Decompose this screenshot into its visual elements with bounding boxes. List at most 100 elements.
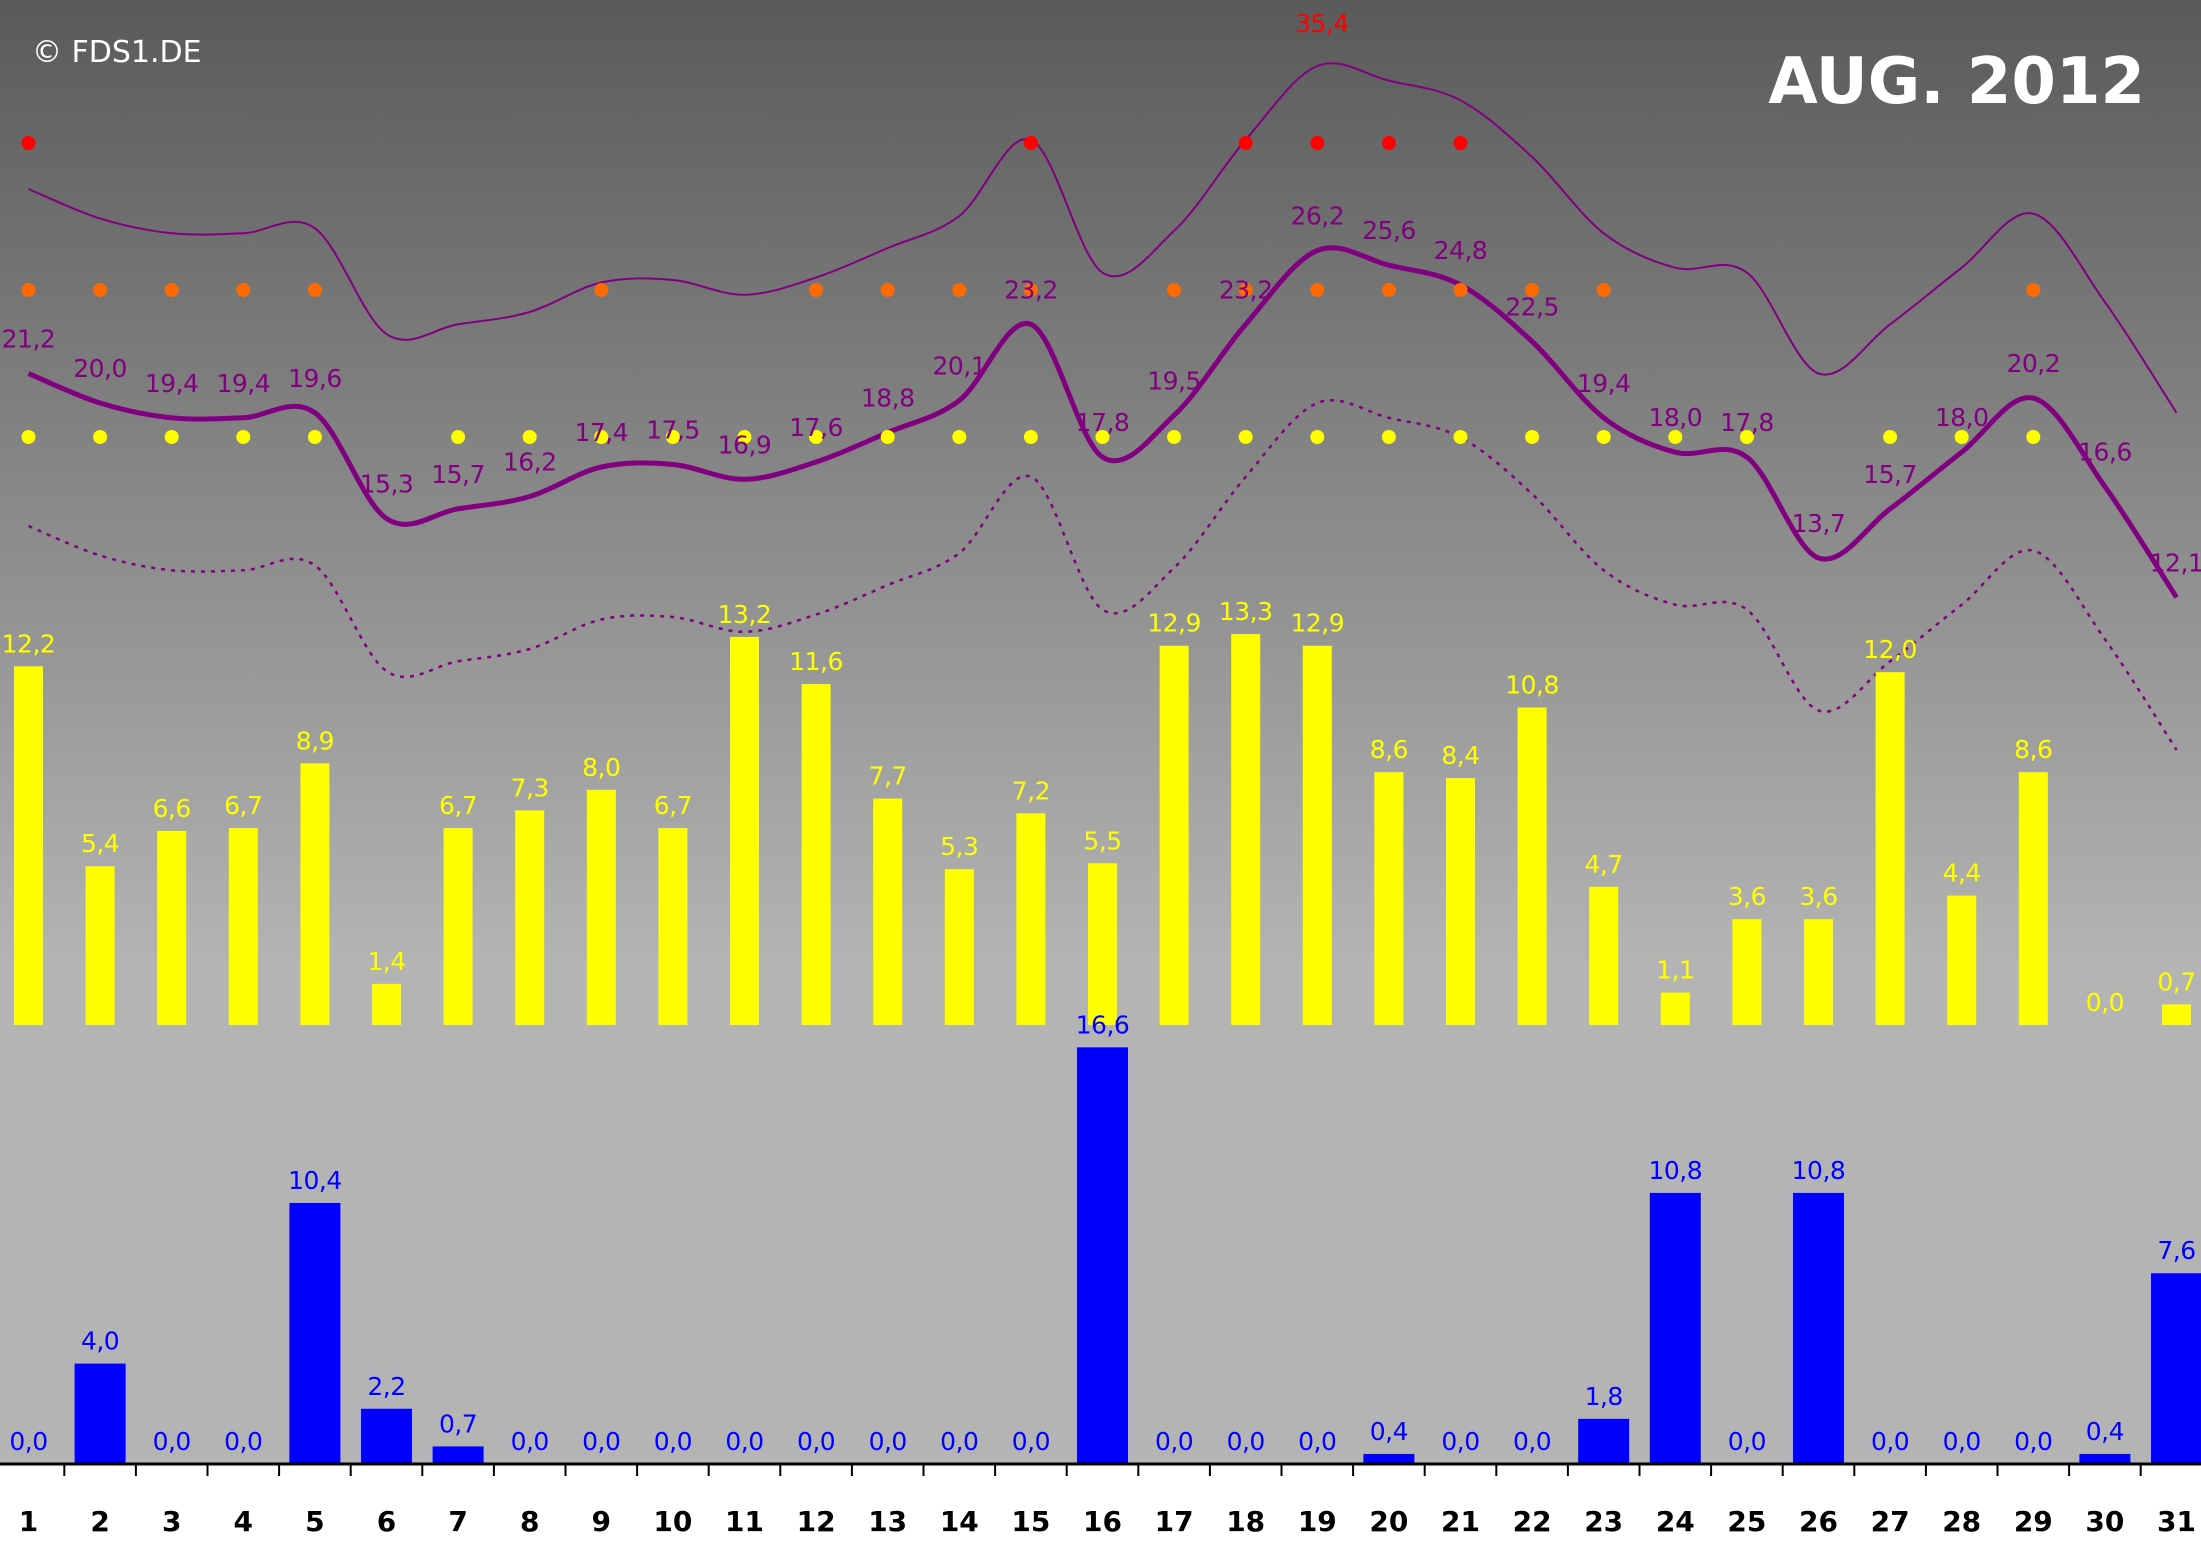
sunshine-value-label: 1,4 xyxy=(367,947,405,976)
summer-days-marker xyxy=(1381,283,1396,297)
precipitation-bars xyxy=(74,1047,2201,1464)
precipitation-value-label: 10,8 xyxy=(1792,1156,1846,1185)
summer-days-marker xyxy=(809,283,824,297)
max-temp-value-label: 15,3 xyxy=(360,470,414,499)
sunshine-value-label: 8,9 xyxy=(296,726,334,755)
sunshine-value-label: 7,2 xyxy=(1012,776,1050,805)
precipitation-value-label: 0,0 xyxy=(1012,1427,1050,1456)
summer-days-marker xyxy=(1525,283,1540,297)
sunshine-bar-day-3 xyxy=(157,830,187,1025)
x-axis-day-label: 17 xyxy=(1155,1505,1194,1538)
precipitation-value-label: 2,2 xyxy=(367,1372,405,1401)
x-axis-day-label: 14 xyxy=(940,1505,979,1538)
sunshine-value-label: 12,2 xyxy=(2,629,56,658)
max-temp-value-label: 15,7 xyxy=(431,460,485,489)
max-temp-value-label: 12,1 xyxy=(2150,548,2201,577)
threshold-marker-rows xyxy=(21,136,2041,444)
x-axis-day-label: 19 xyxy=(1298,1505,1337,1538)
summer-days-marker xyxy=(21,283,36,297)
max-temp-value-label: 25,6 xyxy=(1362,216,1416,245)
summer-days-marker xyxy=(1167,283,1182,297)
max-temp-value-label: 19,4 xyxy=(145,369,199,398)
sunshine-value-label: 10,8 xyxy=(1505,670,1559,699)
sunshine-bar-day-12 xyxy=(801,683,831,1025)
sunshine-bar-day-7 xyxy=(443,828,473,1025)
precipitation-value-label: 0,0 xyxy=(224,1427,262,1456)
precipitation-value-label: 0,0 xyxy=(1155,1427,1193,1456)
max-temp-value-label: 24,8 xyxy=(1434,236,1488,265)
precipitation-bar-day-2 xyxy=(74,1363,126,1464)
max-temp-value-label: 18,0 xyxy=(1648,403,1702,432)
precipitation-value-label: 0,0 xyxy=(153,1427,191,1456)
precipitation-value-label: 0,0 xyxy=(1441,1427,1479,1456)
precipitation-bar-day-20 xyxy=(1363,1453,1415,1464)
warm-days-marker xyxy=(809,430,824,444)
x-axis-day-label: 30 xyxy=(2085,1505,2124,1538)
max-temp-value-label: 19,4 xyxy=(1577,369,1631,398)
hot-days-marker xyxy=(1023,136,1038,150)
sunshine-value-label: 12,0 xyxy=(1863,635,1917,664)
precipitation-bar-day-6 xyxy=(361,1408,412,1464)
x-axis-day-label: 26 xyxy=(1799,1505,1838,1538)
max-temp-value-label: 16,2 xyxy=(503,447,557,476)
sunshine-value-label: 8,6 xyxy=(2014,735,2052,764)
sunshine-bar-day-9 xyxy=(586,789,616,1025)
summer-days-marker xyxy=(880,283,895,297)
summer-days-marker xyxy=(164,283,179,297)
sunshine-bar-day-16 xyxy=(1088,863,1117,1025)
summer-days-marker xyxy=(307,283,322,297)
warm-days-marker xyxy=(2026,430,2041,444)
max-temp-value-label: 17,8 xyxy=(1720,408,1774,437)
summer-days-marker xyxy=(236,283,251,297)
x-axis-day-label: 25 xyxy=(1727,1505,1766,1538)
summer-days-marker xyxy=(1023,283,1038,297)
max-temp-value-label: 17,6 xyxy=(789,413,843,442)
sunshine-value-label: 8,4 xyxy=(1441,741,1479,770)
max-temp-value-label: 23,2 xyxy=(1004,275,1058,304)
x-axis-labels: 1 2 3 4 5 6 7 8 9 10 11 12 13 14 15 16 17 18 19 20 21 22 23 24 2… xyxy=(19,1505,2196,1538)
sunshine-value-label: 6,7 xyxy=(654,791,692,820)
sunshine-value-label: 8,0 xyxy=(582,753,620,782)
precipitation-value-label: 10,4 xyxy=(288,1166,342,1195)
warm-days-marker xyxy=(880,430,895,444)
sunshine-value-label: 3,6 xyxy=(1728,882,1766,911)
sunshine-bar-day-13 xyxy=(873,798,903,1025)
x-axis-day-label: 20 xyxy=(1369,1505,1408,1538)
precipitation-bar-day-23 xyxy=(1578,1418,1630,1464)
max-temp-value-label: 19,6 xyxy=(288,364,342,393)
hot-days-marker xyxy=(1453,136,1468,150)
warm-days-marker xyxy=(164,430,179,444)
sunshine-value-label: 0,0 xyxy=(2086,988,2124,1017)
sunshine-value-label: 12,9 xyxy=(1290,609,1344,638)
sunshine-bar-day-31 xyxy=(2162,1004,2191,1025)
sunshine-bar-day-18 xyxy=(1231,633,1261,1025)
warm-days-marker xyxy=(451,430,466,444)
warm-days-marker xyxy=(522,430,537,444)
sunshine-bars xyxy=(14,633,2191,1025)
summer-days-marker xyxy=(1238,283,1253,297)
sunshine-bar-day-1 xyxy=(14,666,43,1025)
warm-days-marker xyxy=(236,430,251,444)
precipitation-value-label: 0,0 xyxy=(1728,1427,1766,1456)
warm-days-marker xyxy=(1668,430,1683,444)
sunshine-value-label: 6,7 xyxy=(439,791,477,820)
max-temp-value-label: 17,8 xyxy=(1076,408,1130,437)
precipitation-value-label: 0,0 xyxy=(511,1427,549,1456)
warm-days-marker xyxy=(952,430,967,444)
x-axis-day-label: 2 xyxy=(90,1505,109,1538)
hot-days-marker xyxy=(21,136,36,150)
sunshine-value-label: 5,4 xyxy=(81,829,119,858)
sunshine-value-label: 5,5 xyxy=(1083,826,1121,855)
precipitation-value-label: 10,8 xyxy=(1648,1156,1702,1185)
x-axis-day-label: 13 xyxy=(868,1505,907,1538)
summer-days-marker xyxy=(2026,283,2041,297)
hot-days-marker xyxy=(1381,136,1396,150)
summer-days-marker xyxy=(594,283,609,297)
sunshine-bar-day-5 xyxy=(300,763,330,1025)
record-temp-label: 35,4 xyxy=(1295,9,1349,38)
sunshine-bar-day-14 xyxy=(944,869,974,1025)
x-axis-day-label: 18 xyxy=(1226,1505,1265,1538)
precipitation-value-label: 16,6 xyxy=(1076,1010,1130,1039)
sunshine-bar-day-6 xyxy=(372,983,401,1025)
